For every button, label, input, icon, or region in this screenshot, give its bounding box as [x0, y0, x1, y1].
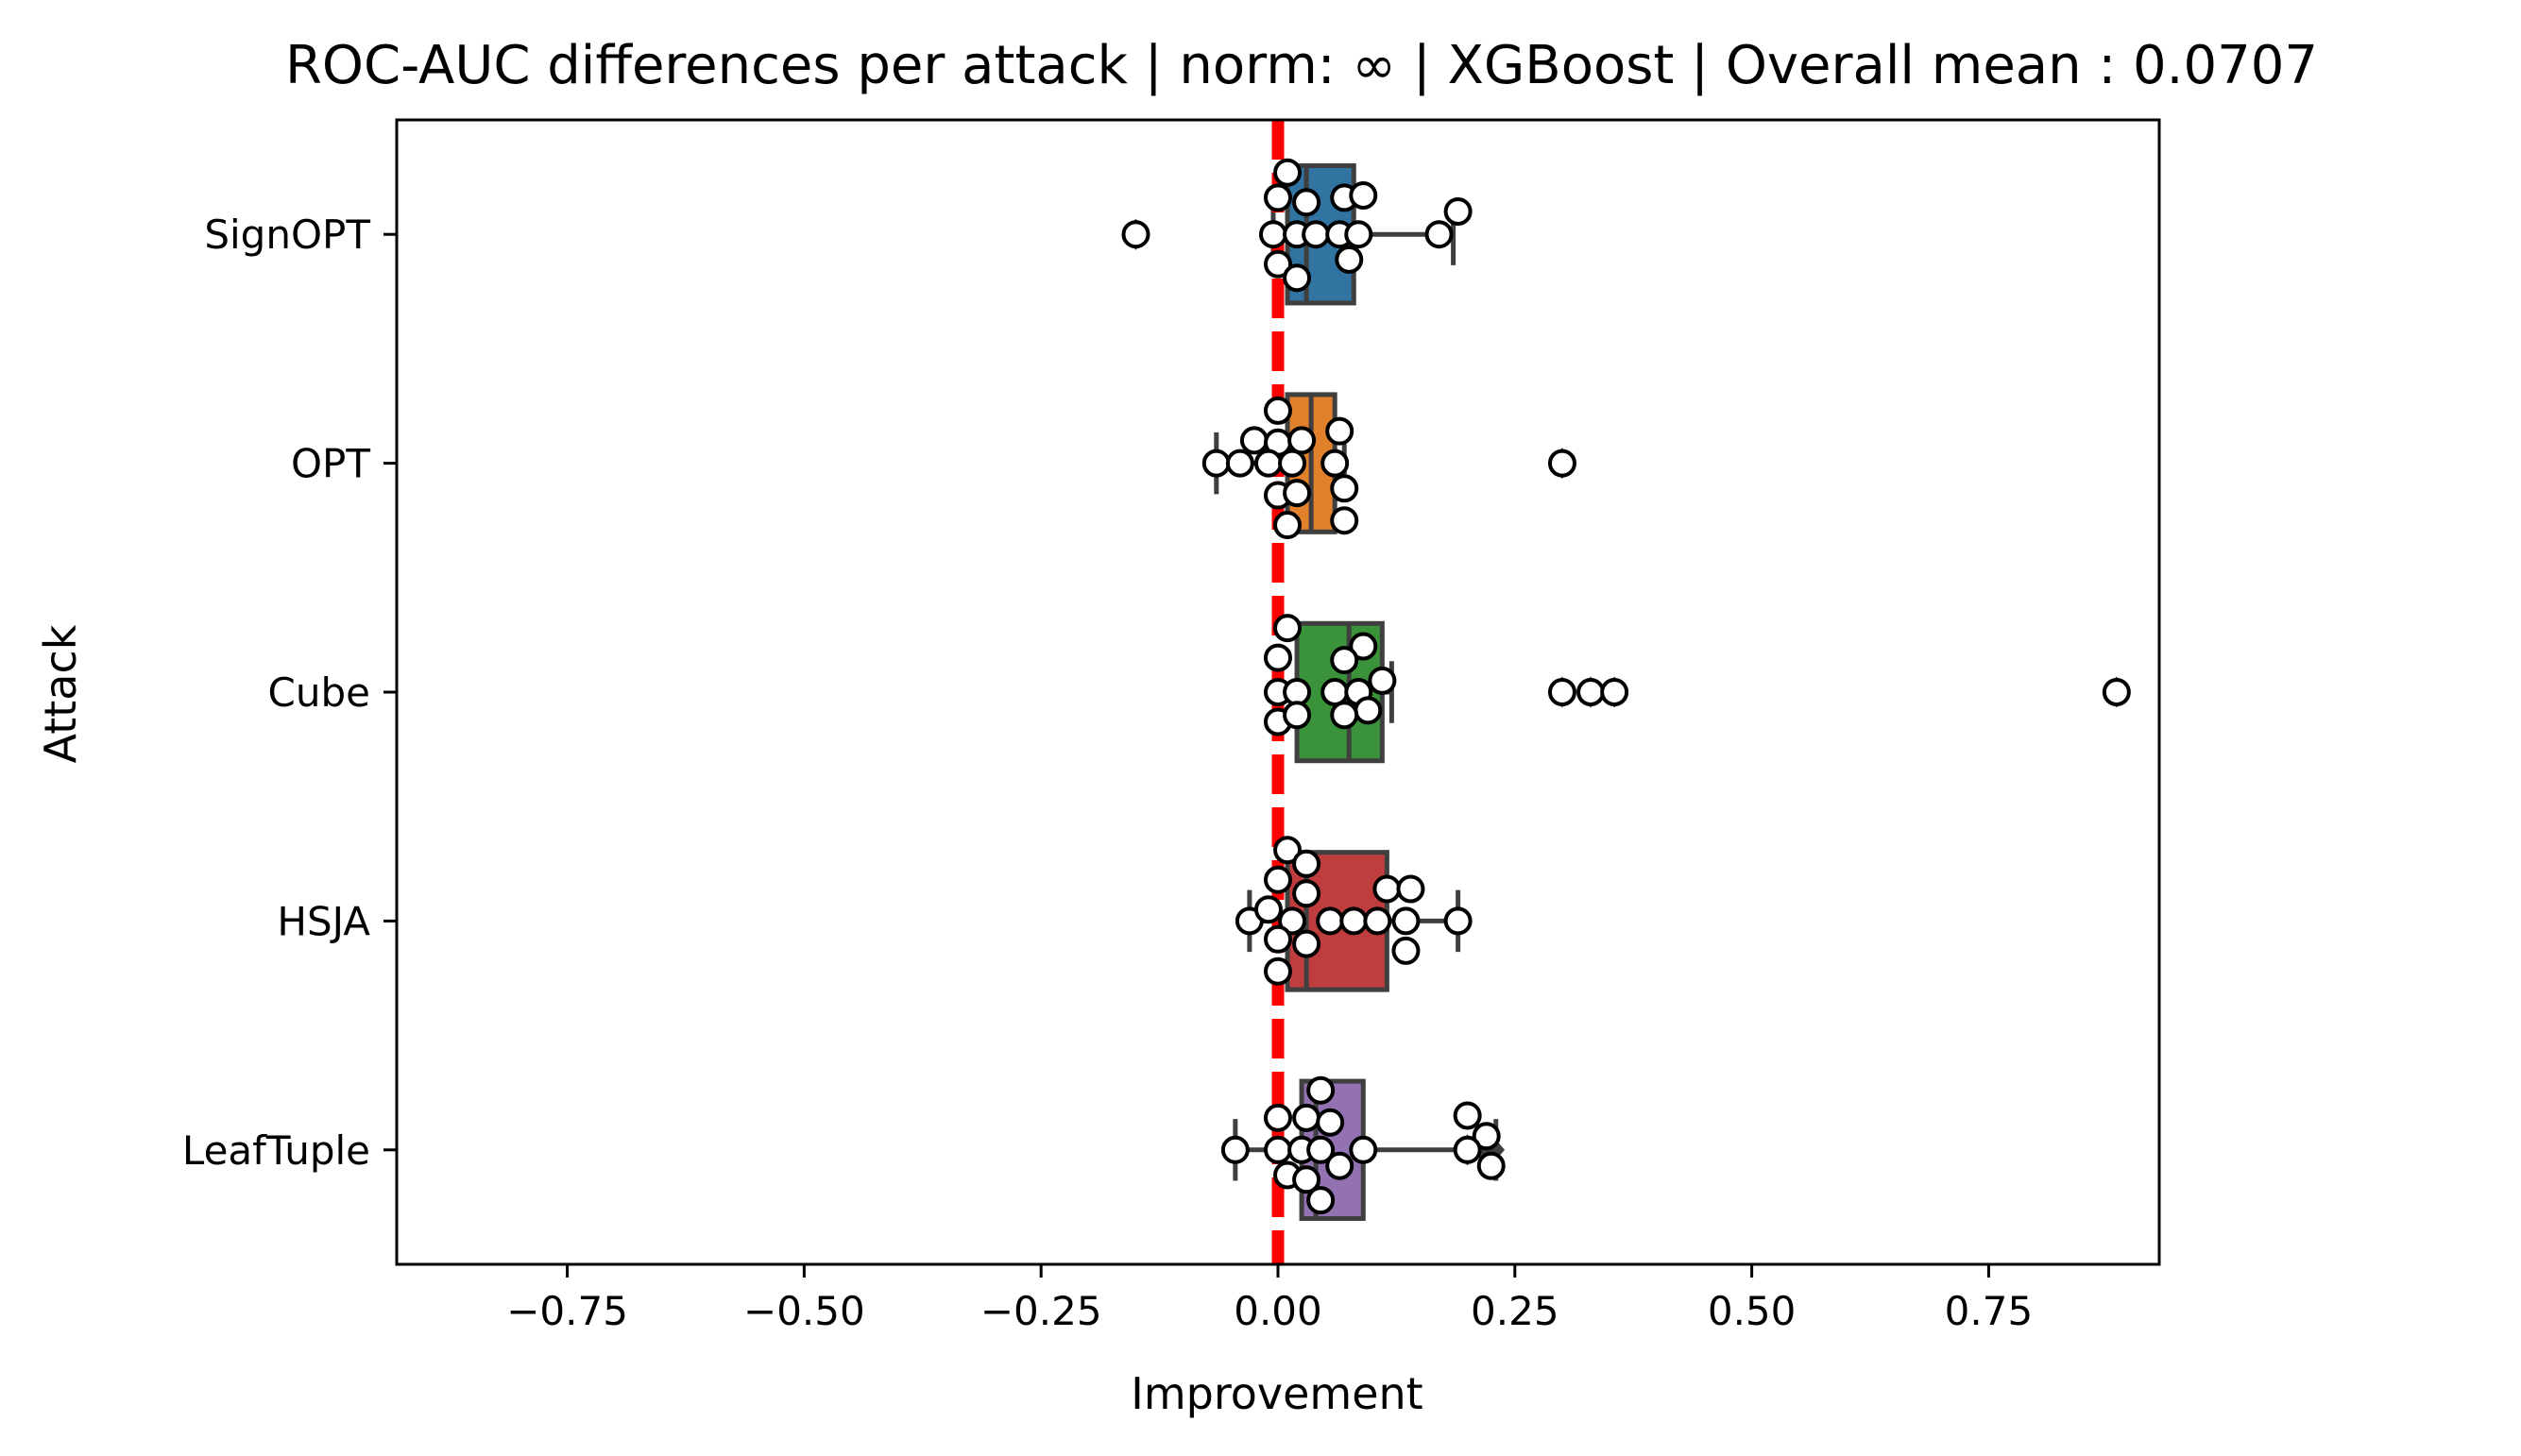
data-point-hsja: [1316, 906, 1345, 936]
data-point-opt: [1320, 449, 1350, 478]
data-point-signopt: [1258, 220, 1287, 249]
data-point-signopt: [1292, 188, 1321, 217]
data-point-hsja: [1264, 865, 1292, 894]
data-point-opt: [1330, 474, 1359, 503]
data-point-cube: [1368, 666, 1397, 695]
data-point-cube: [1576, 678, 1606, 706]
data-point-hsja: [1396, 874, 1425, 904]
data-point-leaftuple: [1472, 1122, 1501, 1151]
data-point-leaftuple: [1306, 1135, 1336, 1164]
data-point-signopt: [1121, 220, 1150, 249]
data-point-signopt: [1283, 263, 1312, 293]
data-point-hsja: [1292, 879, 1321, 908]
data-point-hsja: [1363, 906, 1392, 936]
data-point-cube: [1600, 678, 1629, 706]
data-point-cube: [1330, 701, 1359, 730]
data-point-signopt: [1273, 158, 1303, 187]
data-point-leaftuple: [1292, 1165, 1321, 1194]
data-point-cube: [1320, 678, 1350, 706]
data-point-leaftuple: [1264, 1135, 1292, 1164]
data-point-leaftuple: [1292, 1103, 1321, 1132]
y-tick-label-hsja: HSJA: [277, 898, 370, 944]
data-point-cube: [1264, 643, 1292, 672]
data-point-opt: [1264, 396, 1292, 425]
data-point-opt: [1287, 426, 1317, 455]
data-point-hsja: [1264, 924, 1292, 954]
data-point-cube: [1283, 678, 1312, 706]
data-point-hsja: [1391, 906, 1421, 936]
x-tick-label: −0.75: [506, 1288, 628, 1334]
y-tick-label-opt: OPT: [291, 441, 370, 487]
y-tick-label-signopt: SignOPT: [204, 212, 370, 258]
data-point-signopt: [1349, 180, 1378, 210]
x-tick-label: 0.50: [1708, 1288, 1797, 1334]
data-point-hsja: [1292, 929, 1321, 958]
data-point-leaftuple: [1306, 1186, 1336, 1215]
plot-area: −0.75 −0.50 −0.25 0.00 0.25 0.50 0.75 SignOPT OP…: [182, 118, 2161, 1334]
x-tick-label: 0.25: [1471, 1288, 1559, 1334]
data-point-hsja: [1264, 957, 1292, 986]
data-point-leaftuple: [1453, 1135, 1482, 1164]
data-point-signopt: [1264, 249, 1292, 279]
x-axis-label: Improvement: [1131, 1368, 1422, 1419]
data-point-leaftuple: [1316, 1108, 1345, 1137]
data-point-opt: [1278, 449, 1307, 478]
data-point-cube: [1273, 614, 1303, 643]
data-point-opt: [1239, 426, 1269, 455]
data-point-signopt: [1302, 220, 1331, 249]
data-point-opt: [1283, 479, 1312, 508]
data-point-signopt: [1443, 196, 1473, 226]
data-point-leaftuple: [1349, 1135, 1378, 1164]
data-point-opt: [1325, 416, 1354, 446]
y-tick-label-leaftuple: LeafTuple: [182, 1127, 370, 1174]
y-tick-label-cube: Cube: [268, 669, 370, 716]
x-tick-label: −0.25: [980, 1288, 1102, 1334]
data-point-opt: [1225, 449, 1254, 478]
data-point-leaftuple: [1220, 1135, 1250, 1164]
data-point-opt: [1547, 449, 1576, 478]
data-point-hsja: [1278, 906, 1307, 936]
data-point-hsja: [1339, 906, 1369, 936]
data-point-signopt: [1335, 245, 1364, 274]
data-point-opt: [1253, 449, 1283, 478]
data-point-hsja: [1391, 936, 1421, 965]
data-point-hsja: [1443, 906, 1473, 936]
data-point-leaftuple: [1453, 1101, 1482, 1130]
chart-title: ROC-AUC differences per attack | norm: ∞…: [285, 35, 2318, 96]
data-point-opt: [1273, 511, 1303, 540]
data-point-cube: [1330, 646, 1359, 675]
data-point-cube: [1354, 696, 1383, 725]
data-point-leaftuple: [1476, 1151, 1506, 1180]
data-point-opt: [1201, 449, 1231, 478]
data-point-leaftuple: [1264, 1103, 1292, 1132]
data-point-hsja: [1273, 836, 1303, 865]
data-point-cube: [1283, 701, 1312, 730]
data-point-cube: [1547, 678, 1576, 706]
data-point-signopt: [1424, 220, 1454, 249]
y-axis-label: Attack: [35, 624, 86, 763]
x-tick-label: −0.50: [743, 1288, 865, 1334]
x-tick-label: 0.00: [1234, 1288, 1322, 1334]
data-point-signopt: [1344, 220, 1373, 249]
data-point-leaftuple: [1306, 1075, 1336, 1105]
data-point-opt: [1330, 506, 1359, 535]
data-point-hsja: [1292, 849, 1321, 878]
x-tick-label: 0.75: [1945, 1288, 2034, 1334]
data-point-leaftuple: [1325, 1151, 1354, 1180]
data-point-hsja: [1372, 874, 1402, 904]
data-point-cube: [1349, 632, 1378, 661]
data-point-hsja: [1253, 895, 1283, 924]
data-point-signopt: [1264, 183, 1292, 212]
data-point-cube: [2102, 678, 2131, 706]
